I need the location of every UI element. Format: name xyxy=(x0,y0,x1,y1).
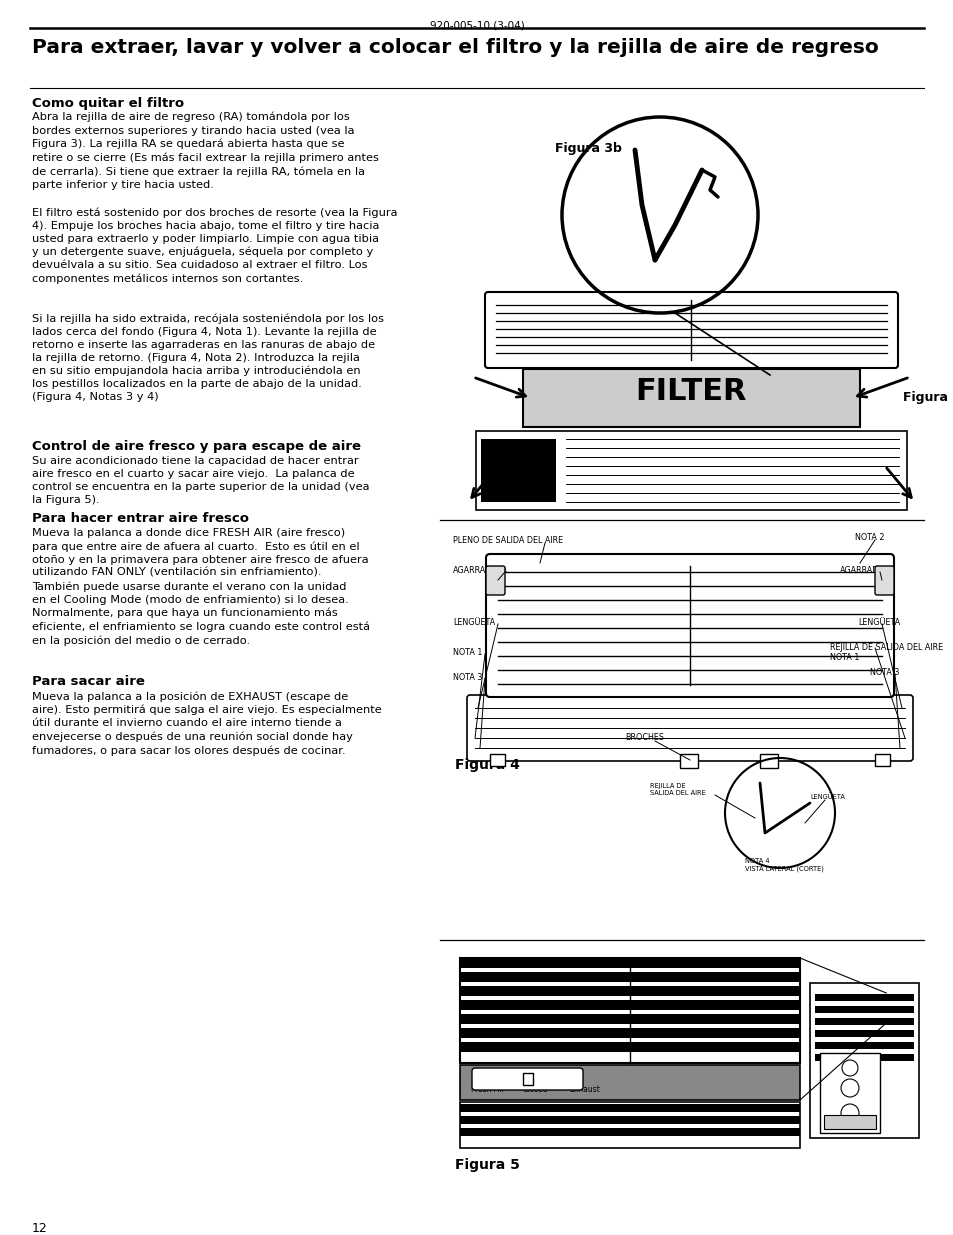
Text: Closed: Closed xyxy=(521,1086,547,1094)
FancyBboxPatch shape xyxy=(823,1115,875,1129)
Bar xyxy=(874,755,889,766)
Bar xyxy=(459,1102,800,1149)
Text: NOTA 2: NOTA 2 xyxy=(854,534,883,542)
Text: REJILLA DE
SALIDA DEL AIRE: REJILLA DE SALIDA DEL AIRE xyxy=(649,783,705,797)
Text: Figura 3b: Figura 3b xyxy=(555,142,621,156)
Bar xyxy=(809,983,918,1137)
FancyBboxPatch shape xyxy=(485,555,893,697)
Bar xyxy=(814,994,913,1002)
Text: Para sacar aire: Para sacar aire xyxy=(32,676,145,688)
Bar xyxy=(814,1053,913,1061)
Text: Como quitar el filtro: Como quitar el filtro xyxy=(32,98,184,110)
Text: Su aire acondicionado tiene la capacidad de hacer entrar
aire fresco en el cuart: Su aire acondicionado tiene la capacidad… xyxy=(32,456,369,505)
Text: Figura 4: Figura 4 xyxy=(455,758,519,772)
Text: AGARRADERA: AGARRADERA xyxy=(453,566,507,576)
Text: NOTA 1: NOTA 1 xyxy=(829,653,859,662)
Bar xyxy=(459,1042,800,1052)
Text: 920-005-10 (3-04): 920-005-10 (3-04) xyxy=(429,20,524,30)
FancyBboxPatch shape xyxy=(472,1068,582,1091)
FancyBboxPatch shape xyxy=(485,566,504,595)
Text: 12: 12 xyxy=(32,1221,48,1235)
Text: Fresh Air: Fresh Air xyxy=(471,1086,504,1094)
Text: LENGÜETA: LENGÜETA xyxy=(857,618,900,627)
Text: Para extraer, lavar y volver a colocar el filtro y la rejilla de aire de regreso: Para extraer, lavar y volver a colocar e… xyxy=(32,38,878,57)
Bar xyxy=(814,1007,913,1013)
Text: REJILLA DE SALIDA DEL AIRE: REJILLA DE SALIDA DEL AIRE xyxy=(829,643,943,652)
Text: Mueva la palanca a donde dice FRESH AIR (aire fresco)
para que entre aire de afu: Mueva la palanca a donde dice FRESH AIR … xyxy=(32,529,370,646)
Bar xyxy=(480,438,556,501)
Bar xyxy=(476,431,906,510)
Text: Figura 3a: Figura 3a xyxy=(902,391,953,404)
Text: LENGÜETA: LENGÜETA xyxy=(453,618,495,627)
Text: FILTER: FILTER xyxy=(635,377,746,406)
Bar xyxy=(522,1073,533,1086)
Text: Si la rejilla ha sido extraida, recójala sosteniéndola por los los
lados cerca d: Si la rejilla ha sido extraida, recójala… xyxy=(32,312,384,403)
Text: Figura 5: Figura 5 xyxy=(455,1158,519,1172)
Bar xyxy=(459,986,800,995)
Bar xyxy=(459,1104,800,1112)
Bar xyxy=(459,1000,800,1010)
Bar xyxy=(459,958,800,1063)
Bar xyxy=(522,369,859,427)
Text: Exhaust: Exhaust xyxy=(569,1086,599,1094)
FancyBboxPatch shape xyxy=(484,291,897,368)
Bar xyxy=(679,755,698,768)
Bar xyxy=(820,1053,879,1132)
Text: BROCHES: BROCHES xyxy=(624,734,663,742)
Text: El filtro está sostenido por dos broches de resorte (vea la Figura
4). Empuje lo: El filtro está sostenido por dos broches… xyxy=(32,207,397,284)
Bar xyxy=(814,1018,913,1025)
Bar xyxy=(459,972,800,982)
Text: AGARRADERA: AGARRADERA xyxy=(840,566,894,576)
Text: LENGÜETA: LENGÜETA xyxy=(809,793,844,800)
Text: NOTA 3: NOTA 3 xyxy=(453,673,482,682)
Text: Control de aire fresco y para escape de aire: Control de aire fresco y para escape de … xyxy=(32,440,360,453)
Text: NOTA 1: NOTA 1 xyxy=(453,648,482,657)
Text: Abra la rejilla de aire de regreso (RA) tomándola por los
bordes externos superi: Abra la rejilla de aire de regreso (RA) … xyxy=(32,112,378,190)
Bar xyxy=(814,1042,913,1049)
Bar xyxy=(459,1128,800,1136)
Bar xyxy=(814,1030,913,1037)
Bar xyxy=(459,958,800,968)
Bar xyxy=(459,1014,800,1024)
Text: PLENO DE SALIDA DEL AIRE: PLENO DE SALIDA DEL AIRE xyxy=(453,536,562,545)
FancyBboxPatch shape xyxy=(467,695,912,761)
Bar xyxy=(459,1065,800,1100)
Bar xyxy=(459,1028,800,1037)
Text: NOTA 4
VISTA LATERAL (CORTE): NOTA 4 VISTA LATERAL (CORTE) xyxy=(744,858,823,872)
Bar xyxy=(490,755,504,766)
Bar xyxy=(459,1116,800,1124)
Text: NOTA 3: NOTA 3 xyxy=(869,668,899,677)
Text: Mueva la palanca a la posición de EXHAUST (escape de
aire). Esto permitirá que s: Mueva la palanca a la posición de EXHAUS… xyxy=(32,692,381,756)
Bar xyxy=(760,755,778,768)
FancyBboxPatch shape xyxy=(874,566,893,595)
Text: Para hacer entrar aire fresco: Para hacer entrar aire fresco xyxy=(32,513,249,525)
